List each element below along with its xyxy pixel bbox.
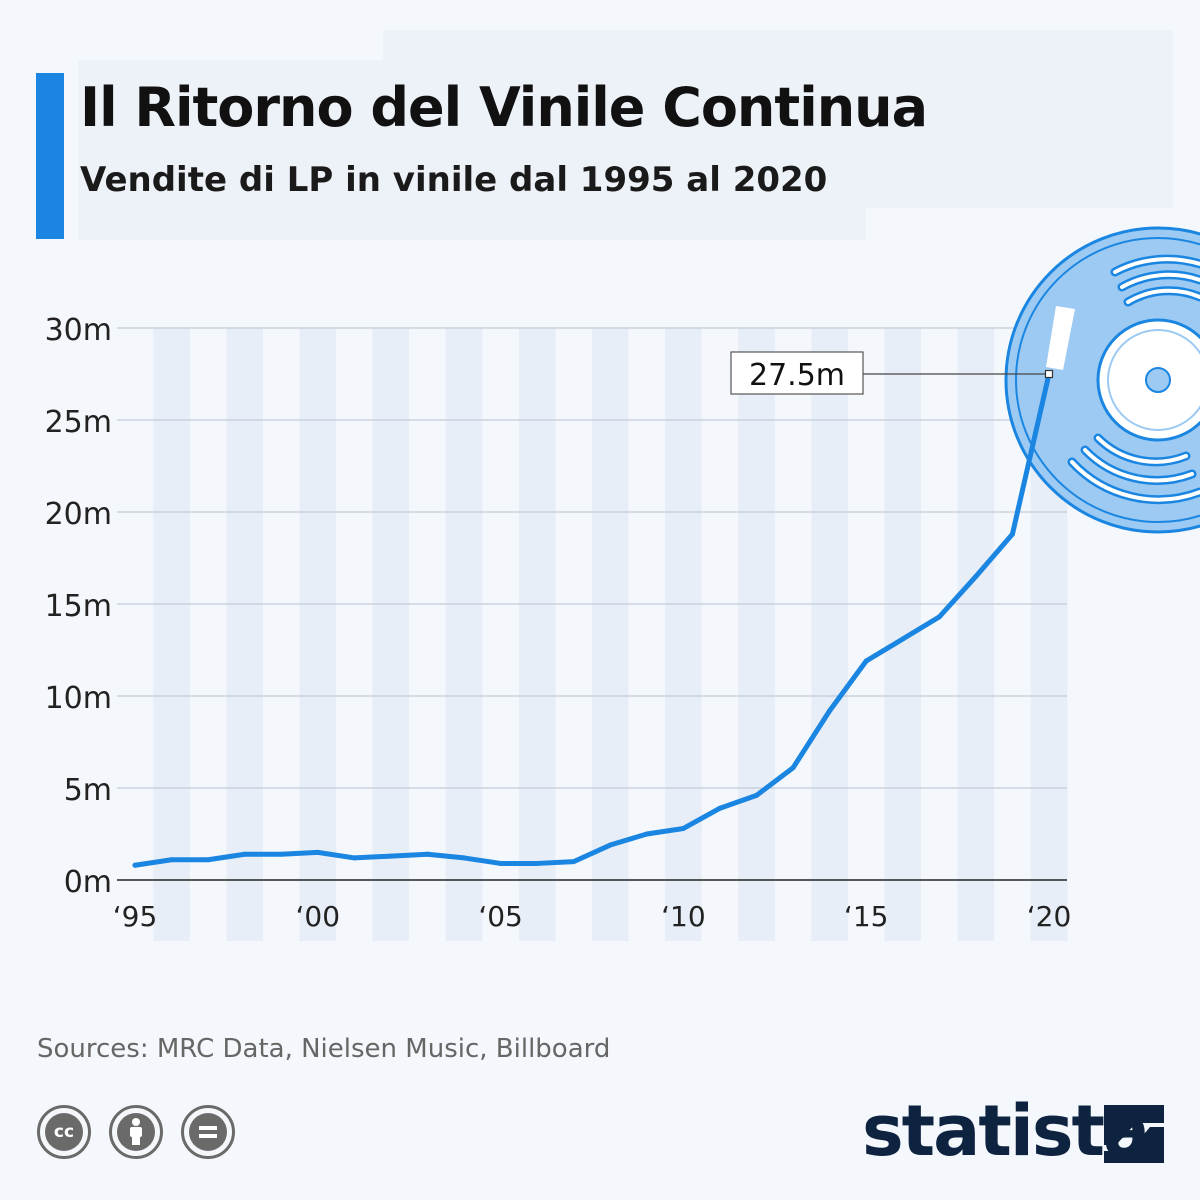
- year-band: [518, 328, 556, 941]
- annotation: 27.5m: [730, 351, 1054, 395]
- year-band: [738, 328, 775, 941]
- data-point: [315, 849, 321, 855]
- y-tick-label: 10m: [45, 681, 112, 716]
- no-derivatives-icon-glyph: [189, 1113, 227, 1151]
- data-point: [754, 792, 760, 798]
- gridlines: [117, 327, 1067, 881]
- series-line: [132, 371, 1052, 868]
- year-band: [665, 328, 702, 941]
- data-point: [278, 851, 284, 857]
- vinyl-record-icon: [1004, 226, 1200, 534]
- x-tick-label: ‘10: [661, 900, 706, 933]
- cc-icon-glyph: cc: [45, 1113, 83, 1151]
- data-point: [717, 805, 723, 811]
- statista-logo[interactable]: statista: [862, 1090, 1150, 1172]
- data-point: [205, 857, 211, 863]
- annotation-marker: [1044, 369, 1054, 379]
- data-point: [498, 860, 504, 866]
- annotation-box: [730, 351, 864, 395]
- year-band: [299, 328, 337, 941]
- data-point: [132, 862, 138, 868]
- y-tick-label: 20m: [45, 497, 112, 532]
- data-point: [973, 573, 979, 579]
- year-band: [153, 328, 190, 941]
- series-line-path: [132, 371, 1052, 868]
- y-tick-label: 5m: [64, 773, 112, 808]
- y-tick-label: 0m: [64, 865, 112, 900]
- year-band: [957, 328, 995, 941]
- year-band: [226, 328, 263, 941]
- year-band: [372, 328, 410, 941]
- accent-bar: [36, 73, 64, 239]
- data-point: [534, 860, 540, 866]
- data-point: [1009, 531, 1015, 537]
- data-point: [169, 857, 175, 863]
- data-point: [790, 765, 796, 771]
- data-point: [863, 658, 869, 664]
- line-chart: 0m 5m 10m 15m 20m 25m 30m ‘95 ‘00 ‘05 ‘10 ‘15 ‘20 27…: [45, 226, 1200, 941]
- y-tick-label: 30m: [45, 313, 112, 348]
- year-bands: [153, 328, 1068, 941]
- year-band: [445, 328, 483, 941]
- chart-title: Il Ritorno del Vinile Continua: [80, 76, 928, 139]
- y-tick-label: 25m: [45, 405, 112, 440]
- data-point: [388, 853, 394, 859]
- attribution-icon-glyph: [117, 1113, 155, 1151]
- year-band: [811, 328, 848, 941]
- x-tick-label: ‘15: [844, 900, 889, 933]
- x-tick-label: ‘05: [478, 900, 523, 933]
- data-point: [680, 825, 686, 831]
- statista-logo-icon: [1104, 1105, 1164, 1163]
- data-point: [424, 851, 430, 857]
- chart-subtitle: Vendite di LP in vinile dal 1995 al 2020: [80, 160, 828, 200]
- data-point: [644, 831, 650, 837]
- cc-icon[interactable]: cc: [37, 1105, 91, 1159]
- data-point: [571, 859, 577, 865]
- x-tick-label: ‘95: [113, 900, 158, 933]
- data-point: [936, 614, 942, 620]
- data-point: [607, 842, 613, 848]
- y-tick-label: 15m: [45, 589, 112, 624]
- annotation-label: 27.5m: [749, 358, 845, 393]
- data-point: [827, 708, 833, 714]
- source-note: Sources: MRC Data, Nielsen Music, Billbo…: [37, 1034, 611, 1064]
- data-point: [351, 855, 357, 861]
- title-background: [78, 60, 866, 240]
- data-point: [461, 855, 467, 861]
- axis-labels: 0m 5m 10m 15m 20m 25m 30m ‘95 ‘00 ‘05 ‘10 ‘15 ‘20: [45, 313, 1072, 933]
- data-point: [900, 636, 906, 642]
- attribution-icon[interactable]: [109, 1105, 163, 1159]
- x-tick-label: ‘00: [296, 900, 341, 933]
- x-tick-label: ‘20: [1027, 900, 1072, 933]
- no-derivatives-icon[interactable]: [181, 1105, 235, 1159]
- data-point: [242, 851, 248, 857]
